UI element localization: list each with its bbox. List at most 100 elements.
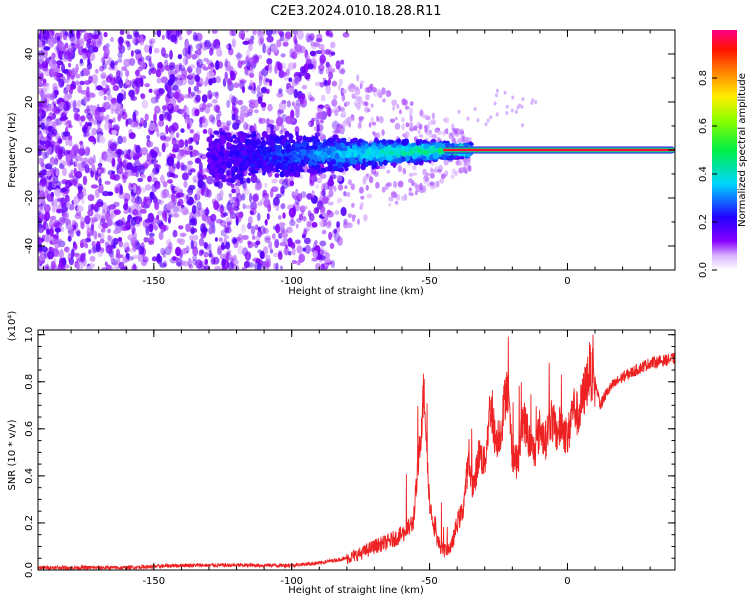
heatmap-cell: [80, 242, 84, 248]
heatmap-cell: [76, 230, 81, 237]
heatmap-cell: [189, 218, 196, 226]
heatmap-cell: [132, 36, 137, 45]
heatmap-cell: [196, 201, 202, 211]
heatmap-cell: [252, 193, 259, 202]
heatmap-cell: [103, 95, 107, 101]
heatmap-cell: [328, 71, 334, 80]
heatmap-cell: [203, 208, 210, 215]
heatmap-cell: [123, 209, 129, 215]
heatmap-cell: [254, 149, 260, 157]
heatmap-cell: [260, 87, 267, 94]
heatmap-cell: [79, 252, 86, 263]
heatmap-cell: [83, 175, 88, 186]
heatmap-cell: [160, 247, 166, 256]
heatmap-cell: [331, 99, 338, 107]
heatmap-cell: [405, 106, 409, 110]
heatmap-cell: [153, 110, 158, 116]
y-tick-label: -20: [24, 190, 35, 206]
heatmap-cell: [293, 75, 301, 86]
heatmap-cell: [294, 43, 302, 53]
heatmap-cell: [319, 219, 327, 228]
heatmap-cell: [288, 251, 292, 256]
heatmap-cell: [322, 77, 327, 82]
heatmap-cell: [292, 195, 300, 201]
heatmap-ylabel: Frequency (Hz): [7, 112, 18, 188]
heatmap-cell: [353, 91, 358, 97]
heatmap-cell: [126, 40, 131, 48]
heatmap-cell: [210, 258, 216, 265]
heatmap-cell: [51, 121, 59, 126]
heatmap-cell: [197, 172, 202, 179]
heatmap-cell: [78, 147, 86, 156]
heatmap-cell: [249, 151, 253, 159]
heatmap-cell: [195, 94, 201, 103]
heatmap-cell: [259, 250, 265, 260]
heatmap-cell: [245, 30, 249, 33]
heatmap-cell: [229, 145, 236, 152]
heatmap-cell: [56, 208, 63, 214]
heatmap-cell: [38, 104, 44, 110]
snr-xlabel: Height of straight line (km): [288, 585, 424, 596]
heatmap-cell: [242, 187, 250, 196]
heatmap-cell: [45, 151, 49, 159]
heatmap-cell: [203, 241, 208, 249]
heatmap-cell: [191, 151, 197, 158]
heatmap-cell: [211, 99, 218, 104]
heatmap-cell: [355, 163, 361, 171]
heatmap-cell: [181, 164, 188, 171]
heatmap-cell: [101, 79, 107, 87]
heatmap-cell: [330, 41, 336, 49]
heatmap-cell: [269, 80, 273, 87]
heatmap-cell: [218, 110, 222, 117]
heatmap-cell: [138, 216, 143, 222]
heatmap-cell: [451, 168, 457, 175]
heatmap-cell: [244, 106, 249, 112]
heatmap-cell: [404, 131, 410, 139]
heatmap-cell: [257, 226, 261, 232]
heatmap-cell: [203, 57, 209, 62]
heatmap-cell: [92, 46, 99, 53]
heatmap-cell: [197, 178, 204, 189]
heatmap-cell: [158, 88, 165, 95]
heatmap-cell: [189, 119, 193, 128]
heatmap-cell: [47, 250, 55, 260]
heatmap-cell: [233, 259, 240, 265]
heatmap-cell: [300, 66, 307, 74]
heatmap-cell: [64, 264, 70, 269]
heatmap-cell: [341, 120, 348, 128]
heatmap-cell: [247, 39, 254, 45]
heatmap-cell: [473, 107, 477, 111]
heatmap-cell: [359, 80, 365, 85]
heatmap-cell: [285, 143, 292, 149]
heatmap-cell: [292, 152, 298, 157]
heatmap-cell: [122, 256, 128, 264]
heatmap-cell: [285, 173, 289, 178]
heatmap-cell: [315, 184, 319, 190]
heatmap-cell: [162, 210, 167, 218]
heatmap-cell: [295, 223, 299, 229]
heatmap-cell: [114, 186, 119, 194]
heatmap-cell: [319, 250, 324, 255]
heatmap-cell: [272, 133, 277, 137]
heatmap-cell: [375, 132, 381, 139]
heatmap-cell: [209, 62, 215, 67]
heatmap-cell: [334, 210, 340, 216]
heatmap-cell: [218, 203, 224, 210]
heatmap-cell: [110, 59, 115, 69]
heatmap-cell: [378, 116, 384, 124]
heatmap-cell: [336, 221, 340, 228]
heatmap-cell: [44, 265, 49, 270]
heatmap-cell: [235, 53, 243, 59]
heatmap-cell: [118, 240, 124, 248]
heatmap-cell: [84, 243, 89, 249]
heatmap-cell: [79, 140, 84, 146]
colorbar-label: Normalized spectral amplitude: [737, 73, 748, 227]
heatmap-cell: [292, 205, 296, 215]
heatmap-cell: [95, 68, 99, 74]
heatmap-cell: [176, 88, 182, 95]
heatmap-cell: [59, 188, 65, 194]
heatmap-cell: [177, 201, 181, 207]
heatmap-cell: [208, 242, 212, 253]
heatmap-cell: [189, 168, 196, 173]
heatmap-cell: [73, 36, 77, 45]
